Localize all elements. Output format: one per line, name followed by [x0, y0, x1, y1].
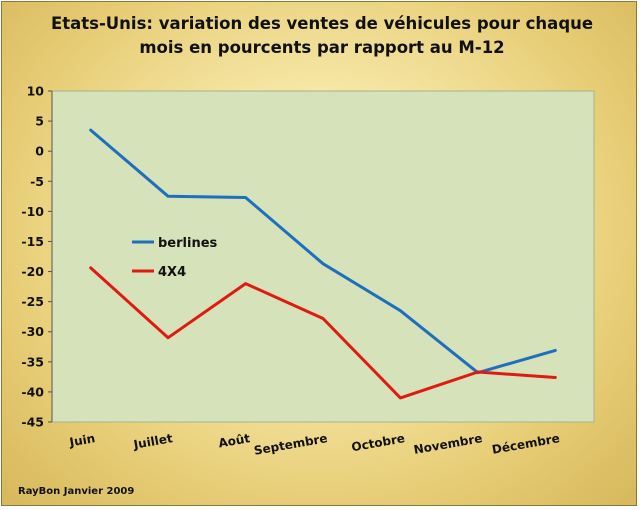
chart-title-line-2: mois en pourcents par rapport au M-12	[139, 38, 505, 57]
y-tick-label: -10	[21, 204, 44, 219]
x-axis: Juin Juillet Août Septembre Octobre Novembre D…	[68, 431, 561, 458]
series-line-4x4	[89, 266, 557, 400]
x-tick-label: Décembre	[491, 431, 561, 457]
x-tick-label: Juin	[68, 431, 97, 449]
y-tick-label: -45	[21, 415, 44, 430]
y-tick-label: -40	[21, 384, 44, 399]
y-tick-label: -20	[21, 264, 44, 279]
chart-title-line-1: Etats-Unis: variation des ventes de véhi…	[50, 14, 594, 33]
y-tick-label: -15	[21, 234, 44, 249]
legend-label: 4X4	[158, 265, 186, 280]
series-layer	[89, 128, 557, 400]
line-chart: 10 5 0 -5 -10 -15 -20 -25 -30 -35 -40 -45 Juin Juill…	[21, 84, 595, 458]
x-tick-label: Août	[217, 431, 251, 450]
y-tick-label: -30	[21, 324, 44, 339]
chart-title: Etats-Unis: variation des ventes de véhi…	[42, 12, 602, 60]
y-tick-label: -25	[21, 294, 44, 309]
y-tick-label: 10	[27, 84, 45, 99]
y-tick-label: -5	[30, 174, 44, 189]
x-tick-label: Juillet	[132, 431, 174, 452]
x-tick-label: Septembre	[253, 431, 329, 458]
y-tick-label: 5	[35, 114, 44, 129]
y-tick-label: 0	[35, 144, 44, 159]
y-axis: 10 5 0 -5 -10 -15 -20 -25 -30 -35 -40 -45	[21, 84, 53, 430]
legend-label: berlines	[158, 236, 218, 251]
x-tick-label: Novembre	[413, 431, 484, 457]
plot-area	[51, 90, 595, 423]
legend: berlines 4X4	[132, 236, 218, 280]
credit-text: RayBon Janvier 2009	[18, 486, 135, 497]
x-tick-label: Octobre	[350, 431, 406, 454]
y-tick-label: -35	[21, 354, 44, 369]
